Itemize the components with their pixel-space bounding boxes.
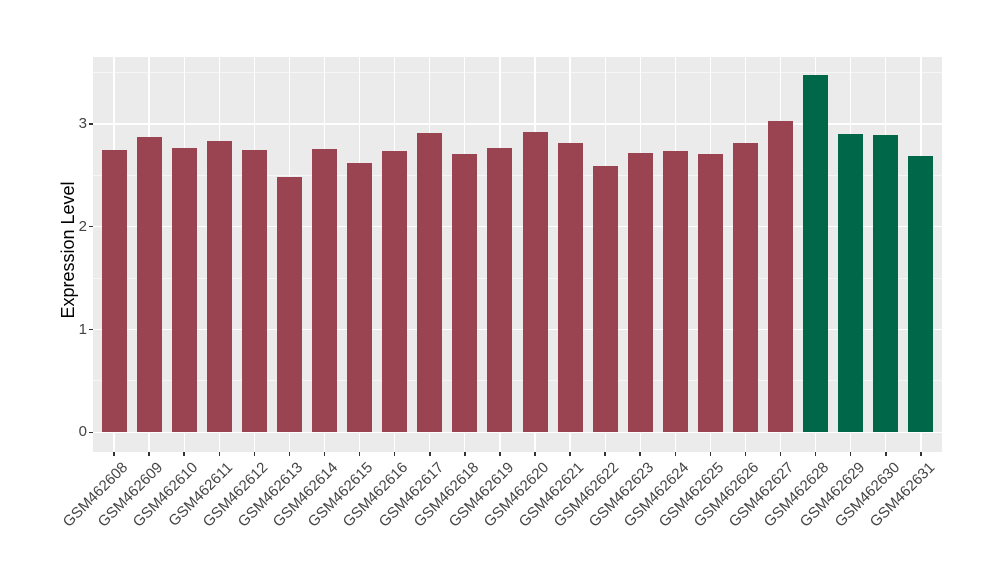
x-tick-mark xyxy=(885,452,887,456)
x-tick-mark xyxy=(218,452,221,456)
x-tick-mark xyxy=(534,452,536,456)
bar-GSM462613 xyxy=(276,177,302,433)
x-tick-mark xyxy=(113,452,115,456)
bar-GSM462623 xyxy=(627,152,653,433)
x-tick-mark xyxy=(464,452,466,456)
bar-GSM462610 xyxy=(171,147,197,433)
minor-gridline xyxy=(93,72,942,73)
x-tick-mark xyxy=(429,452,431,456)
bar-GSM462627 xyxy=(768,120,794,433)
bar-GSM462609 xyxy=(136,137,162,433)
y-tick-label: 2 xyxy=(78,217,87,235)
bar-GSM462624 xyxy=(662,150,688,433)
bar-GSM462611 xyxy=(206,141,232,433)
x-tick-mark xyxy=(183,452,185,456)
bar-GSM462621 xyxy=(557,143,583,433)
bar-GSM462618 xyxy=(452,153,478,433)
bar-GSM462612 xyxy=(241,149,267,433)
bar-GSM462622 xyxy=(592,166,618,433)
y-tick-mark xyxy=(89,123,93,125)
bar-GSM462619 xyxy=(487,147,513,433)
x-tick-mark xyxy=(639,452,641,456)
x-tick-mark xyxy=(569,452,571,456)
plot-panel xyxy=(93,57,942,452)
bar-GSM462628 xyxy=(803,74,829,433)
bar-GSM462630 xyxy=(873,135,899,433)
x-tick-mark xyxy=(744,452,747,456)
bar-GSM462608 xyxy=(101,149,127,433)
bar-GSM462616 xyxy=(382,150,408,433)
bar-GSM462617 xyxy=(417,133,443,433)
x-tick-mark xyxy=(393,452,396,456)
bar-GSM462625 xyxy=(697,153,723,433)
x-tick-mark xyxy=(674,452,677,456)
y-tick-label: 0 xyxy=(78,423,87,441)
x-tick-mark xyxy=(148,452,150,456)
y-tick-mark xyxy=(89,225,93,228)
x-tick-mark xyxy=(920,452,922,456)
y-tick-mark xyxy=(89,328,93,331)
bar-GSM462629 xyxy=(838,134,864,433)
x-tick-mark xyxy=(323,452,326,456)
x-tick-mark xyxy=(253,452,256,456)
x-tick-mark xyxy=(499,452,501,456)
bar-GSM462615 xyxy=(347,162,373,433)
x-tick-mark xyxy=(604,452,606,456)
y-axis-title: Expression Level xyxy=(58,181,78,319)
bar-GSM462631 xyxy=(908,155,934,433)
x-tick-mark xyxy=(288,452,291,456)
bar-GSM462626 xyxy=(732,143,758,433)
x-tick-mark xyxy=(814,452,817,456)
x-tick-mark xyxy=(849,452,852,456)
bar-GSM462620 xyxy=(522,132,548,433)
y-tick-label: 1 xyxy=(78,320,87,338)
bar-GSM462614 xyxy=(312,148,338,433)
x-tick-mark xyxy=(358,452,361,456)
x-tick-mark xyxy=(779,452,782,456)
x-tick-mark xyxy=(709,452,712,456)
y-tick-label: 3 xyxy=(78,114,87,132)
y-tick-mark xyxy=(89,431,93,434)
